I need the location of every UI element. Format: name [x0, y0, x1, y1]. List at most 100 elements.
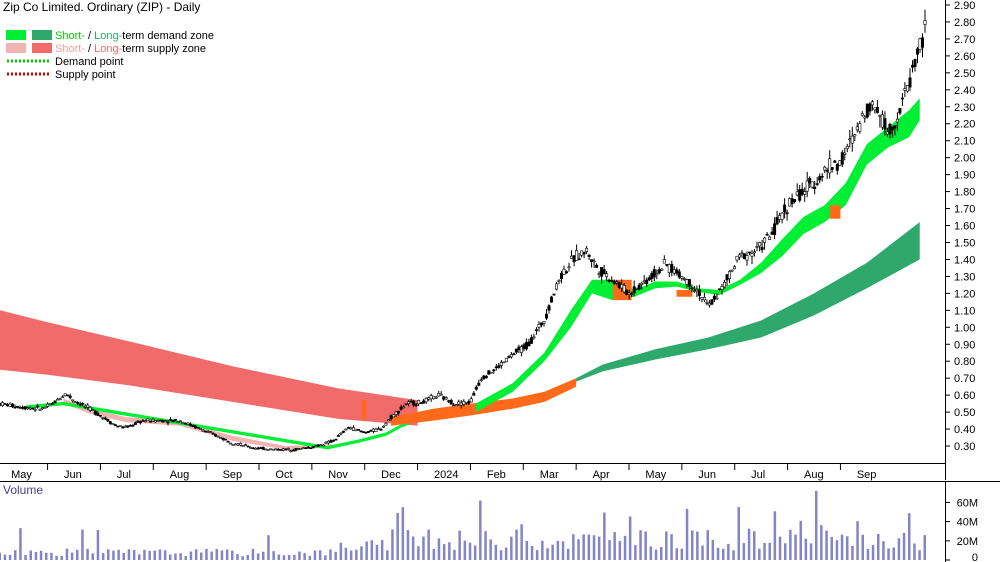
candle-body [544, 313, 548, 319]
candle-body [63, 393, 67, 397]
candle-body [539, 322, 543, 326]
candle-body [910, 64, 914, 68]
candle-body [0, 402, 5, 407]
volume-bar [825, 530, 828, 560]
candle-body [662, 259, 666, 264]
volume-bar [225, 549, 229, 560]
candle-body [727, 271, 731, 279]
candle-body [830, 167, 834, 170]
candle-body [429, 395, 433, 400]
candle-body [241, 445, 245, 447]
candle-body [795, 191, 799, 196]
volume-bar [132, 549, 136, 560]
candle-body [612, 281, 616, 284]
candle-body [878, 115, 882, 117]
volume-bar [380, 540, 384, 560]
x-tick-label: Jul [751, 469, 765, 481]
volume-bar [618, 541, 622, 560]
candle-body [732, 266, 736, 270]
candle-body [266, 449, 270, 451]
candle-body [888, 124, 892, 135]
x-tick-label: Dec [381, 469, 401, 481]
candle-body [479, 379, 483, 381]
candle-body [524, 341, 528, 350]
y-tick-label: 0.50 [954, 407, 975, 419]
candle-body [83, 405, 87, 408]
candle-body [735, 255, 739, 261]
candle-body [700, 297, 704, 300]
candle-body [522, 344, 526, 350]
candle-body [580, 250, 584, 256]
candle-body [36, 405, 40, 408]
candle-body [61, 396, 65, 399]
candle-body [788, 198, 792, 207]
volume-bar [287, 555, 291, 560]
candle-body [720, 286, 724, 290]
candle-body [705, 302, 709, 304]
candle-body [15, 405, 19, 408]
candle-body [294, 448, 298, 451]
candle-body [564, 271, 568, 274]
x-tick-label: Jun [64, 469, 82, 481]
volume-bar [504, 547, 508, 560]
candle-body [256, 447, 260, 450]
candle-body [818, 176, 822, 181]
volume-bar [675, 548, 678, 560]
candle-body [356, 429, 360, 431]
x-tick-label: Oct [275, 469, 292, 481]
candle-body [585, 247, 589, 252]
volume-bar [112, 550, 115, 560]
candle-body [908, 77, 912, 88]
x-tick-label: Sep [857, 469, 877, 481]
candle-body [407, 401, 411, 404]
volume-bar [747, 528, 751, 560]
candle-body [855, 126, 859, 131]
volume-bar [143, 549, 146, 560]
volume-bar [324, 555, 327, 560]
candle-body [169, 419, 173, 421]
y-tick-label: 2.50 [954, 68, 975, 80]
y-tick-label: 0.90 [954, 339, 975, 351]
volume-bar [608, 540, 611, 560]
candle-body [254, 447, 258, 450]
candle-body [6, 403, 10, 407]
candle-body [439, 393, 443, 396]
candle-body [567, 266, 571, 269]
candle-body [687, 279, 691, 287]
volume-bar [742, 543, 746, 560]
candle-body [48, 403, 52, 406]
candle-body [893, 125, 897, 129]
y-tick-label: 1.30 [954, 271, 975, 283]
candle-body [291, 449, 295, 452]
y-tick-label: 0.80 [954, 356, 975, 368]
candle-body [747, 251, 751, 254]
candle-body [552, 293, 556, 296]
volume-bar [303, 553, 306, 560]
candle-body [366, 431, 370, 433]
candle-body [840, 152, 844, 165]
volume-bar [546, 548, 549, 560]
candle-body [359, 430, 363, 433]
candle-body [13, 406, 17, 409]
volume-bar [784, 543, 787, 560]
candle-body [86, 404, 90, 408]
y-tick-label: 2.90 [954, 0, 975, 12]
volume-bar [19, 528, 22, 560]
candle-body [775, 217, 779, 225]
candle-body [800, 188, 804, 195]
candle-body [592, 260, 596, 263]
candle-body [472, 392, 476, 396]
candle-body [133, 422, 137, 425]
volume-bar [231, 550, 234, 560]
candle-body [276, 448, 280, 451]
volume-bar [691, 530, 694, 560]
volume-bar [572, 534, 575, 560]
candle-body [880, 114, 884, 128]
price-y-axis: 2.90 2.80 2.70 2.60 2.50 2.40 2.30 2.20 2.10 2.00… [945, 0, 975, 453]
candle-body [371, 428, 375, 432]
y-tick-label: 1.60 [954, 221, 975, 233]
candle-body [236, 443, 240, 446]
candle-body [865, 103, 869, 118]
volume-bar [644, 531, 647, 560]
volume-bar [411, 536, 415, 560]
